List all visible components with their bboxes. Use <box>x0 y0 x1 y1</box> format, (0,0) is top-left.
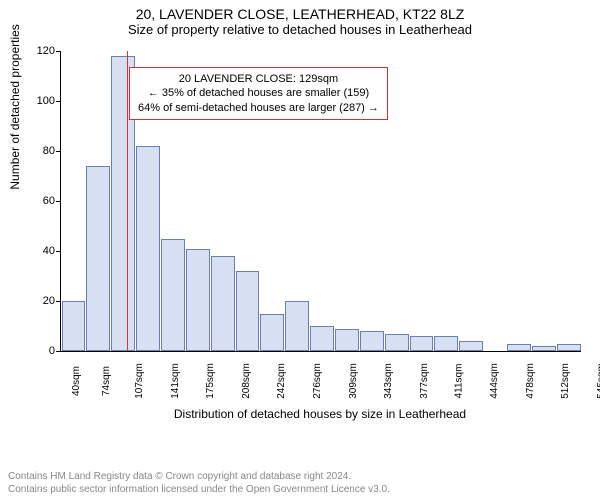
histogram-bar <box>62 301 86 351</box>
y-tick-mark <box>56 51 61 52</box>
histogram-bar <box>310 326 334 351</box>
y-tick-mark <box>56 201 61 202</box>
histogram-bar <box>410 336 434 351</box>
x-tick-label: 444sqm <box>489 363 500 399</box>
annotation-box: 20 LAVENDER CLOSE: 129sqm ← 35% of detac… <box>129 67 388 120</box>
y-tick-mark <box>56 301 61 302</box>
annotation-line1: 20 LAVENDER CLOSE: 129sqm <box>138 72 379 86</box>
histogram-bar <box>459 341 483 351</box>
x-tick-label: 512sqm <box>560 363 571 399</box>
x-tick-label: 545sqm <box>596 363 600 399</box>
footer-line1: Contains HM Land Registry data © Crown c… <box>8 471 592 484</box>
x-tick-label: 40sqm <box>71 366 82 396</box>
x-tick-label: 242sqm <box>276 363 287 399</box>
annotation-line3: 64% of semi-detached houses are larger (… <box>138 101 379 115</box>
y-tick-mark <box>56 351 61 352</box>
histogram-bar <box>507 344 531 352</box>
histogram-bar <box>335 329 359 352</box>
y-tick-label: 0 <box>15 345 61 357</box>
y-tick-label: 80 <box>15 145 61 157</box>
chart-subtitle: Size of property relative to detached ho… <box>0 22 600 41</box>
histogram-bar <box>434 336 458 351</box>
annotation-line2: ← 35% of detached houses are smaller (15… <box>138 86 379 100</box>
x-tick-label: 74sqm <box>101 366 112 396</box>
histogram-bar <box>385 334 409 352</box>
x-tick-label: 175sqm <box>205 363 216 399</box>
x-tick-label: 377sqm <box>418 363 429 399</box>
marker-line <box>127 51 128 351</box>
histogram-bar <box>360 331 384 351</box>
y-tick-label: 20 <box>15 295 61 307</box>
x-axis-label: Distribution of detached houses by size … <box>60 407 580 421</box>
y-tick-label: 100 <box>15 95 61 107</box>
histogram-bar <box>285 301 309 351</box>
x-tick-label: 478sqm <box>524 363 535 399</box>
y-tick-mark <box>56 151 61 152</box>
x-tick-label: 309sqm <box>347 363 358 399</box>
histogram-bar <box>211 256 235 351</box>
x-tick-label: 411sqm <box>454 364 465 399</box>
histogram-bar <box>236 271 260 351</box>
y-tick-label: 60 <box>15 195 61 207</box>
histogram-bar <box>161 239 185 352</box>
plot-area: 40sqm74sqm107sqm141sqm175sqm208sqm242sqm… <box>60 51 581 352</box>
x-tick-labels: 40sqm74sqm107sqm141sqm175sqm208sqm242sqm… <box>61 351 581 362</box>
page-title: 20, LAVENDER CLOSE, LEATHERHEAD, KT22 8L… <box>0 0 600 22</box>
footer: Contains HM Land Registry data © Crown c… <box>8 471 592 496</box>
y-tick-label: 40 <box>15 245 61 257</box>
footer-line2: Contains public sector information licen… <box>8 484 592 497</box>
x-tick-label: 343sqm <box>383 363 394 399</box>
x-tick-label: 208sqm <box>241 363 252 399</box>
x-tick-label: 276sqm <box>312 363 323 399</box>
histogram-bar <box>186 249 210 352</box>
histogram-bar <box>260 314 284 352</box>
y-tick-label: 120 <box>15 45 61 57</box>
histogram-bar <box>557 344 581 352</box>
x-tick-label: 107sqm <box>134 363 145 399</box>
histogram-bar <box>136 146 160 351</box>
y-tick-mark <box>56 101 61 102</box>
chart-container: Number of detached properties 40sqm74sqm… <box>0 41 600 421</box>
y-tick-mark <box>56 251 61 252</box>
histogram-bar <box>86 166 110 351</box>
x-tick-label: 141sqm <box>169 363 180 399</box>
